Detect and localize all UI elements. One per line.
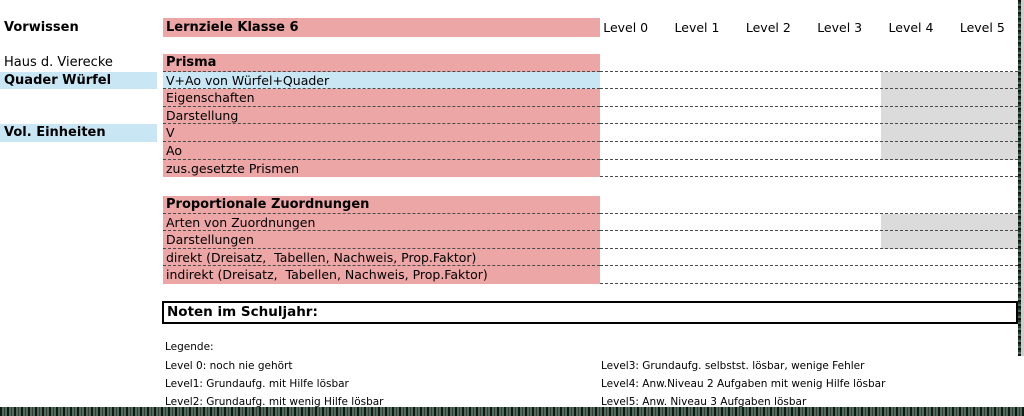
row-label-cell[interactable] bbox=[0, 89, 157, 107]
topic-cell[interactable]: Prisma bbox=[163, 54, 600, 72]
topic-row: direkt (Dreisatz, Tabellen, Nachweis, Pr… bbox=[0, 248, 1024, 267]
column-header-level-2[interactable]: Level 2 bbox=[745, 20, 791, 35]
level-cells[interactable] bbox=[600, 107, 1018, 125]
row-label-cell[interactable] bbox=[0, 196, 157, 214]
topic-cell[interactable]: Darstellung bbox=[163, 106, 600, 125]
row-label-cell[interactable]: Vol. Einheiten bbox=[0, 124, 157, 142]
row-label-cell[interactable] bbox=[0, 266, 157, 284]
level-cells[interactable] bbox=[600, 196, 1018, 214]
topic-row: Darstellung bbox=[0, 106, 1024, 125]
legend-item-level5: Level5: Anw. Niveau 3 Aufgaben lösbar bbox=[601, 396, 807, 408]
legend-item-level3: Level3: Grundaufg. selbstst. lösbar, wen… bbox=[601, 360, 865, 372]
selection-border-right bbox=[1018, 0, 1021, 356]
topic-cell[interactable]: V bbox=[163, 124, 600, 142]
level-cells[interactable] bbox=[600, 124, 1018, 142]
vorwissen-label: Vorwissen bbox=[4, 20, 79, 35]
column-header-level-1[interactable]: Level 1 bbox=[674, 20, 720, 35]
column-header-level-5[interactable]: Level 5 bbox=[959, 20, 1005, 35]
level-cells[interactable] bbox=[600, 89, 1018, 107]
row-label-cell[interactable] bbox=[0, 214, 157, 232]
topic-cell[interactable]: Arten von Zuordnungen bbox=[163, 213, 600, 232]
topic-cell[interactable]: Eigenschaften bbox=[163, 89, 600, 107]
level-header-row: Level 0 Level 1 Level 2 Level 3 Level 4 … bbox=[590, 18, 1018, 37]
row-label-cell[interactable] bbox=[0, 107, 157, 125]
right-edge-sliver bbox=[1021, 0, 1024, 356]
legend-item-level2: Level2: Grundaufg. mit wenig Hilfe lösba… bbox=[165, 396, 384, 408]
topic-row: Haus d. Vierecke Prisma bbox=[0, 54, 1024, 72]
topic-row: zus.gesetzte Prismen bbox=[0, 159, 1024, 178]
topic-block-zuordnungen: Proportionale Zuordnungen Arten von Zuor… bbox=[0, 196, 1024, 284]
row-label-cell[interactable] bbox=[0, 142, 157, 160]
level-cells[interactable] bbox=[600, 231, 1018, 249]
column-header-level-3[interactable]: Level 3 bbox=[817, 20, 863, 35]
level-cells[interactable] bbox=[600, 142, 1018, 160]
topic-cell[interactable]: Darstellungen bbox=[163, 231, 600, 249]
level-cells[interactable] bbox=[600, 54, 1018, 72]
row-label-cell[interactable] bbox=[0, 231, 157, 249]
lernziele-title-cell[interactable]: Lernziele Klasse 6 bbox=[163, 18, 600, 37]
selection-border-bottom bbox=[0, 407, 1024, 416]
noten-im-schuljahr-cell[interactable]: Noten im Schuljahr: bbox=[162, 301, 1018, 324]
row-label-cell[interactable] bbox=[0, 160, 157, 178]
locked-levels-region bbox=[881, 71, 1018, 160]
column-header-level-4[interactable]: Level 4 bbox=[888, 20, 934, 35]
topic-row: Eigenschaften bbox=[0, 89, 1024, 107]
topic-cell[interactable]: direkt (Dreisatz, Tabellen, Nachweis, Pr… bbox=[163, 248, 600, 267]
topic-row: Vol. Einheiten V bbox=[0, 124, 1024, 142]
topic-cell[interactable]: indirekt (Dreisatz, Tabellen, Nachweis, … bbox=[163, 266, 600, 284]
topic-cell[interactable]: Proportionale Zuordnungen bbox=[163, 196, 600, 214]
topic-row: Ao bbox=[0, 141, 1024, 160]
level-cells[interactable] bbox=[600, 266, 1018, 284]
legend-item-level0: Level 0: noch nie gehört bbox=[165, 360, 293, 372]
row-label-cell[interactable]: Haus d. Vierecke bbox=[4, 55, 113, 70]
topic-block-prisma: Haus d. Vierecke Prisma Quader Würfel V+… bbox=[0, 54, 1024, 178]
topic-cell[interactable]: V+Ao von Würfel+Quader bbox=[163, 71, 600, 90]
topic-row: Proportionale Zuordnungen bbox=[0, 196, 1024, 214]
topic-row: Darstellungen bbox=[0, 231, 1024, 249]
level-cells[interactable] bbox=[600, 249, 1018, 267]
level-cells[interactable] bbox=[600, 214, 1018, 232]
row-label-cell[interactable]: Quader Würfel bbox=[0, 71, 157, 90]
topic-row: indirekt (Dreisatz, Tabellen, Nachweis, … bbox=[0, 266, 1024, 284]
column-header-level-0[interactable]: Level 0 bbox=[603, 20, 649, 35]
topic-cell[interactable]: Ao bbox=[163, 141, 600, 160]
legend-title: Legende: bbox=[165, 341, 214, 353]
topic-row: Arten von Zuordnungen bbox=[0, 213, 1024, 232]
topic-cell[interactable]: zus.gesetzte Prismen bbox=[163, 159, 600, 178]
legend-item-level4: Level4: Anw.Niveau 2 Aufgaben mit wenig … bbox=[601, 378, 886, 390]
row-label-cell[interactable] bbox=[0, 249, 157, 267]
legend-item-level1: Level1: Grundaufg. mit Hilfe lösbar bbox=[165, 378, 349, 390]
topic-row: Quader Würfel V+Ao von Würfel+Quader bbox=[0, 71, 1024, 90]
level-cells[interactable] bbox=[600, 72, 1018, 90]
locked-levels-region bbox=[881, 213, 1018, 249]
level-cells[interactable] bbox=[600, 160, 1018, 178]
